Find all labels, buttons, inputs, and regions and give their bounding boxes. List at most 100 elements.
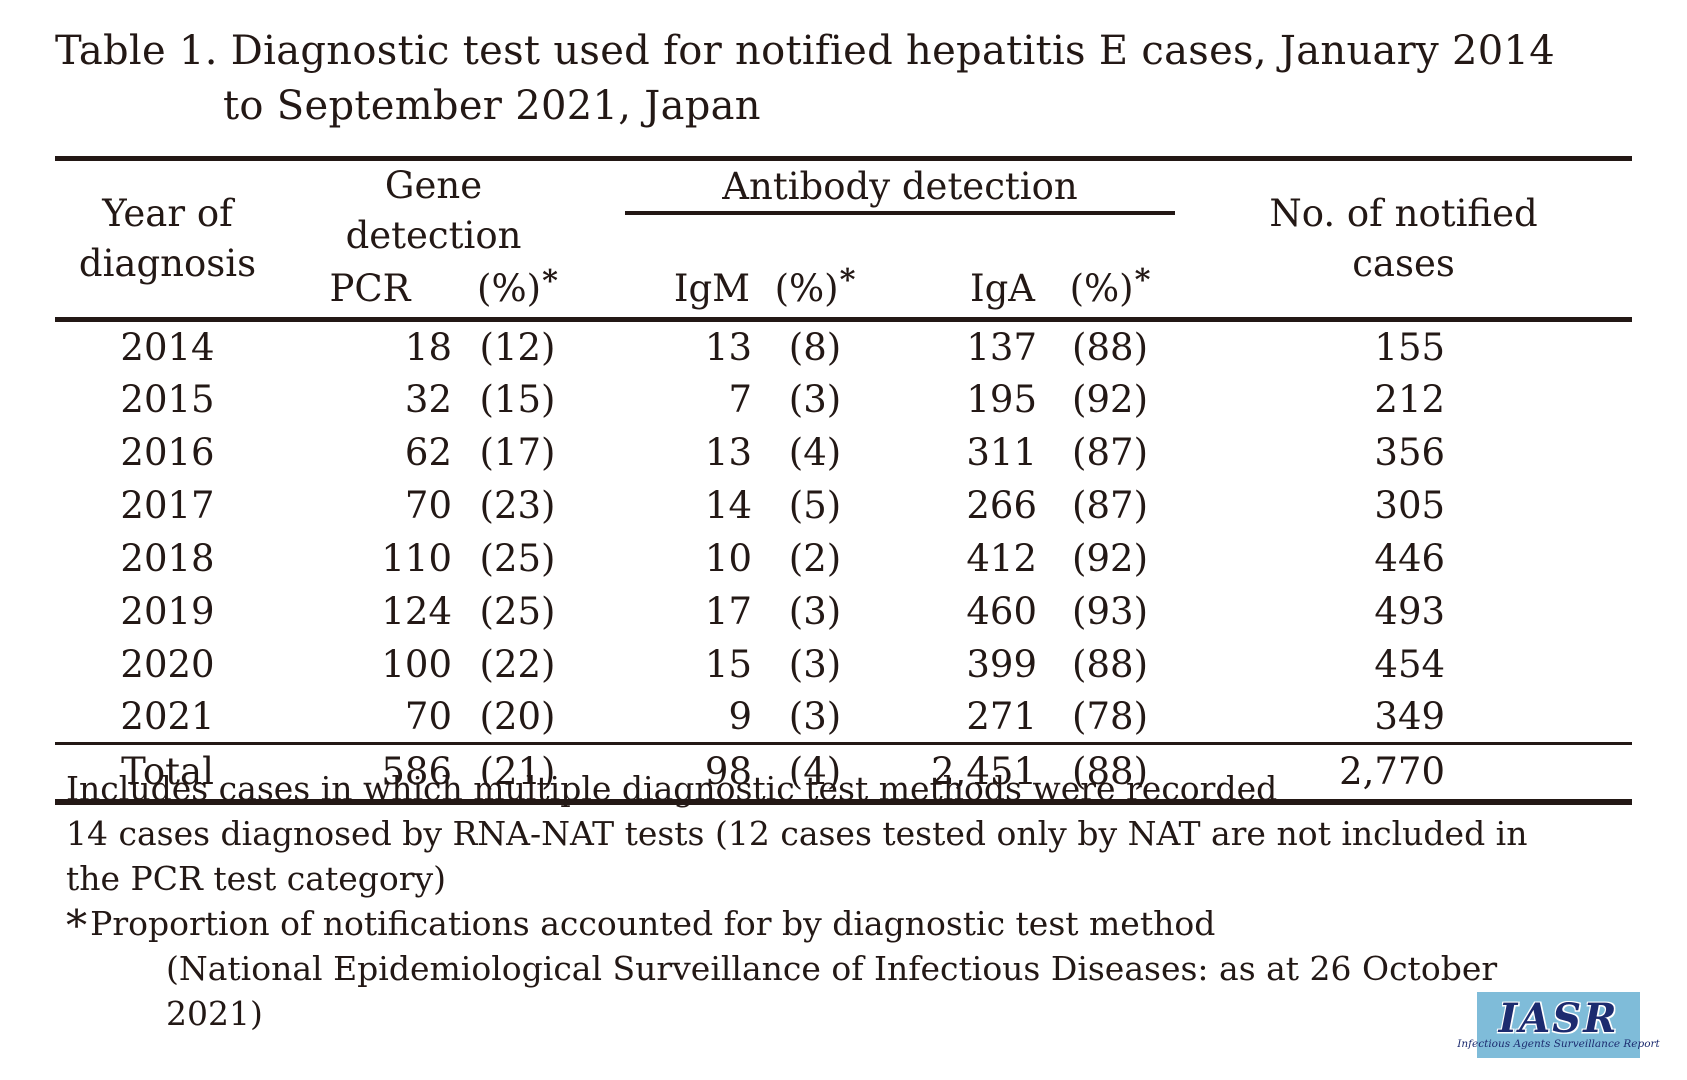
total-notified-cases-cell: 2,770 [1175, 742, 1633, 805]
table-row-2019: 2019 124 (25) 17 (3) 460 (93) 493 [55, 585, 1632, 638]
header-notified-cases: No. of notified cases [1175, 158, 1633, 322]
table-row-total: Total 586 (21) 98 (4) 2,451 (88) 2,770 [55, 742, 1633, 805]
footnote-proportion-text: Proportion of notifications accounted fo… [90, 904, 1216, 943]
total-igm-pct-cell: (4) [760, 742, 871, 805]
header-pcr-pct: (%)* [477, 263, 558, 310]
table-row-2020: 2020 100 (22) 15 (3) 399 (88) 454 [55, 638, 1632, 691]
iga-pct-cell: (88) [1072, 325, 1148, 369]
header-cases-line1: No. of notified [1269, 192, 1538, 235]
header-gene-detection: Gene detection PCR (%)* [280, 158, 576, 322]
diagnostic-table: Year of diagnosis Gene detection PCR (%)… [55, 156, 1633, 805]
pcr-count-cell: 70 [404, 694, 452, 738]
table-body: 2014 18 (12) 13 (8) 137 (88) 155 2015 32… [55, 320, 1633, 805]
iga-pct-cell: (87) [1072, 483, 1148, 527]
igm-count-cell: 13 [704, 325, 753, 369]
igm-count-cell: 14 [704, 483, 753, 527]
pcr-count-cell: 18 [404, 325, 452, 369]
header-iga: IgA [870, 259, 1046, 322]
header-pct-text: (%) [774, 266, 839, 310]
igm-pct-cell: (3) [788, 642, 842, 686]
pcr-count-cell: 70 [404, 483, 452, 527]
table-row-2018: 2018 110 (25) 10 (2) 412 (92) 446 [55, 532, 1632, 585]
table-row-2016: 2016 62 (17) 13 (4) 311 (87) 356 [55, 426, 1632, 479]
pcr-count-cell: 110 [381, 536, 452, 580]
footnote-rna-nat: 14 cases diagnosed by RNA-NAT tests (12 … [66, 814, 1528, 898]
footnote-proportion: *Proportion of notifications accounted f… [66, 901, 1216, 951]
year-cell: 2020 [120, 642, 215, 686]
year-cell: 2019 [120, 589, 215, 633]
igm-pct-cell: (8) [788, 325, 842, 369]
iga-pct-cell: (78) [1072, 694, 1148, 738]
notified-cases-cell: 493 [1374, 589, 1446, 633]
igm-count-cell: 17 [704, 589, 753, 633]
total-iga-pct-cell: (88) [1045, 742, 1176, 805]
pcr-pct-cell: (12) [479, 325, 556, 369]
header-igm-pct: (%)* [760, 259, 871, 322]
year-cell: 2015 [120, 377, 215, 421]
header-year-line2: diagnosis [78, 242, 257, 285]
igm-pct-cell: (2) [788, 536, 842, 580]
notified-cases-cell: 155 [1374, 325, 1446, 369]
iga-count-cell: 137 [966, 325, 1038, 369]
pcr-pct-cell: (15) [479, 377, 556, 421]
igm-count-cell: 9 [728, 694, 753, 738]
iga-count-cell: 311 [966, 430, 1038, 474]
pcr-count-cell: 100 [381, 642, 452, 686]
iasr-logo: IASR Infectious Agents Surveillance Repo… [1457, 992, 1660, 1058]
table-row-2015: 2015 32 (15) 7 (3) 195 (92) 212 [55, 373, 1632, 426]
header-gene-detection-label: Gene detection [345, 164, 522, 257]
page-title: Table 1. Diagnostic test used for notifi… [55, 24, 1655, 134]
header-pcr-pct-row: PCR (%)* [280, 261, 575, 317]
total-igm-count-cell: 98 [575, 742, 761, 805]
table-row-2017: 2017 70 (23) 14 (5) 266 (87) 305 [55, 479, 1632, 532]
iga-count-cell: 460 [966, 589, 1038, 633]
header-antibody-detection-label: Antibody detection [625, 163, 1176, 215]
total-pcr-count-cell: 586 [280, 742, 460, 805]
igm-pct-cell: (3) [788, 377, 842, 421]
igm-pct-cell: (3) [788, 589, 842, 633]
notified-cases-cell: 454 [1374, 642, 1446, 686]
pcr-pct-cell: (25) [479, 589, 556, 633]
iga-count-cell: 195 [966, 377, 1038, 421]
pcr-pct-cell: (22) [479, 642, 556, 686]
iga-count-cell: 271 [966, 694, 1038, 738]
iga-count-cell: 412 [966, 536, 1038, 580]
pcr-count-cell: 124 [381, 589, 452, 633]
iga-pct-cell: (93) [1072, 589, 1148, 633]
diagnostic-table-container: Year of diagnosis Gene detection PCR (%)… [55, 156, 1633, 805]
pcr-pct-cell: (25) [479, 536, 556, 580]
table-row-2021: 2021 70 (20) 9 (3) 271 (78) 349 [55, 691, 1632, 744]
igm-count-cell: 10 [704, 536, 753, 580]
notified-cases-cell: 212 [1374, 377, 1446, 421]
pcr-count-cell: 62 [404, 430, 452, 474]
iasr-logo-subtext: Infectious Agents Surveillance Report [1457, 1037, 1660, 1050]
notified-cases-cell: 305 [1374, 483, 1446, 527]
notified-cases-cell: 349 [1374, 694, 1446, 738]
iga-pct-cell: (92) [1072, 377, 1148, 421]
total-label-cell: Total [55, 742, 280, 805]
year-cell: 2017 [120, 483, 215, 527]
header-pcr: PCR [329, 267, 411, 310]
header-antibody-detection: Antibody detection [575, 159, 1176, 260]
igm-pct-cell: (3) [788, 694, 842, 738]
igm-pct-cell: (5) [788, 483, 842, 527]
iasr-logo-text: IASR [1498, 994, 1619, 1042]
year-cell: 2018 [120, 536, 215, 580]
pcr-pct-cell: (17) [479, 430, 556, 474]
header-pct-text: (%) [1069, 266, 1134, 310]
table-header: Year of diagnosis Gene detection PCR (%)… [55, 158, 1633, 322]
footnote-source: (National Epidemiological Surveillance o… [166, 949, 1498, 1033]
igm-count-cell: 7 [728, 377, 753, 421]
igm-count-cell: 15 [704, 642, 753, 686]
pcr-count-cell: 32 [404, 377, 452, 421]
iga-count-cell: 266 [966, 483, 1038, 527]
iga-pct-cell: (92) [1072, 536, 1148, 580]
notified-cases-cell: 446 [1374, 536, 1446, 580]
iga-count-cell: 399 [966, 642, 1038, 686]
igm-count-cell: 13 [704, 430, 753, 474]
footnotes: Includes cases in which multiple diagnos… [66, 766, 1578, 1036]
footnote-multiple-methods: Includes cases in which multiple diagnos… [66, 769, 1278, 808]
header-year-of-diagnosis: Year of diagnosis [55, 158, 280, 322]
year-cell: 2016 [120, 430, 215, 474]
